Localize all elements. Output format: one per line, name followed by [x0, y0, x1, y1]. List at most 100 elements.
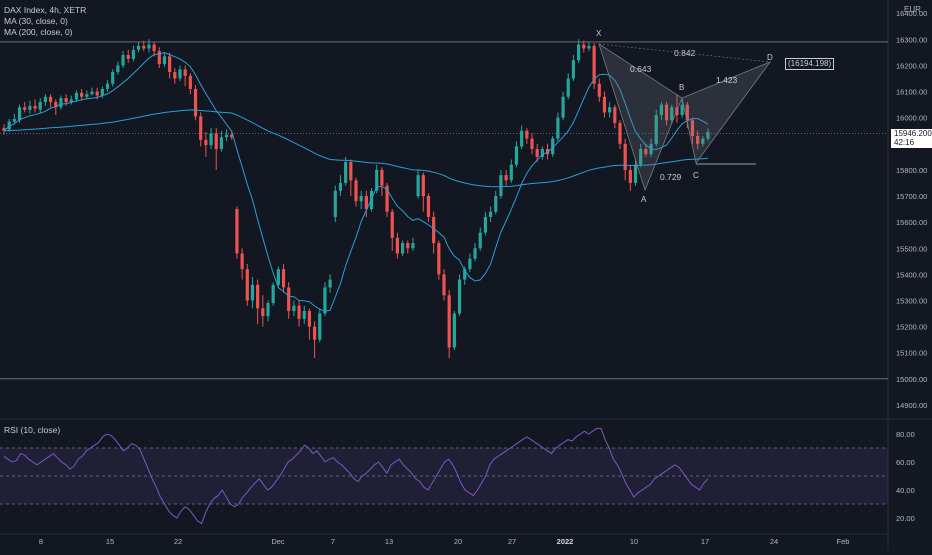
- candle-body: [452, 313, 456, 348]
- candle-body: [302, 310, 306, 319]
- price-tick-label: 15200.00: [896, 323, 927, 332]
- pattern-triangle-bcd: [681, 61, 772, 164]
- candle-body: [690, 120, 695, 136]
- time-tick-label: 20: [454, 537, 462, 546]
- candle-body: [131, 49, 136, 59]
- pattern-triangle-xab: [598, 43, 683, 192]
- rsi-tick-label: 80.00: [896, 430, 915, 439]
- candle-body: [618, 122, 622, 144]
- pattern-label-x: X: [596, 29, 602, 38]
- time-tick-label: 17: [701, 537, 709, 546]
- candle-body: [271, 284, 275, 304]
- candle-body: [540, 149, 544, 157]
- candle-body: [38, 102, 42, 110]
- time-tick-label: 2022: [557, 537, 574, 546]
- candle-body: [359, 196, 363, 202]
- candle-body: [535, 149, 539, 157]
- candle-body: [178, 69, 182, 79]
- candle-body: [582, 44, 586, 49]
- candle-body: [152, 44, 156, 52]
- candle-body: [680, 104, 684, 116]
- candle-body: [183, 69, 187, 76]
- candle-body: [561, 96, 565, 118]
- candle-body: [670, 107, 674, 121]
- candle-body: [354, 180, 358, 202]
- candle-body: [219, 137, 224, 150]
- candle-body: [390, 211, 394, 238]
- countdown: 42:16: [894, 138, 915, 147]
- candle-body: [375, 169, 379, 191]
- candle-body: [69, 99, 73, 103]
- candle-body: [224, 134, 229, 138]
- price-tick-label: 15700.00: [896, 192, 927, 201]
- candle-body: [307, 310, 312, 327]
- time-tick-label: 10: [630, 537, 638, 546]
- ma30-line: [3, 52, 709, 312]
- candle-body: [235, 209, 239, 254]
- candle-body: [664, 104, 669, 121]
- last-price: 15946.200: [894, 129, 932, 138]
- candle-body: [406, 243, 410, 249]
- ma30-legend: MA (30, close, 0): [4, 16, 68, 26]
- ratio-label: 0.842: [674, 48, 696, 58]
- candle-body: [530, 138, 534, 150]
- price-tick-label: 15600.00: [896, 218, 927, 227]
- currency-label: EUR: [904, 5, 921, 14]
- candle-body: [162, 56, 167, 65]
- candle-body: [333, 190, 337, 217]
- price-tick-label: 16000.00: [896, 114, 927, 123]
- pattern-target: (16194.198): [785, 58, 835, 70]
- candle-body: [457, 279, 462, 314]
- candle-body: [447, 295, 451, 348]
- candle-body: [525, 130, 529, 139]
- price-tick-label: 15300.00: [896, 296, 927, 305]
- candle-body: [416, 175, 420, 197]
- candle-body: [566, 78, 570, 97]
- price-tick-label: 16100.00: [896, 88, 927, 97]
- candle-body: [556, 117, 560, 139]
- candle-body: [659, 104, 664, 116]
- candle-body: [608, 107, 612, 113]
- candle-body: [318, 313, 322, 340]
- candle-body: [193, 88, 198, 117]
- candle-body: [344, 162, 348, 183]
- candle-body: [121, 55, 125, 66]
- candle-body: [292, 305, 296, 311]
- candle-body: [349, 162, 353, 181]
- candle-body: [478, 232, 482, 249]
- candle-body: [338, 182, 343, 191]
- price-tick-label: 15100.00: [896, 349, 927, 358]
- candle-body: [494, 196, 498, 212]
- candle-body: [504, 175, 508, 181]
- candle-body: [312, 326, 317, 340]
- candle-body: [95, 91, 99, 96]
- ratio-label: 1.423: [716, 75, 738, 85]
- candle-body: [214, 133, 218, 150]
- candle-body: [168, 56, 172, 72]
- candle-body: [142, 45, 146, 49]
- price-tick-label: 14900.00: [896, 401, 927, 410]
- candle-body: [380, 169, 384, 186]
- candle-body: [432, 216, 436, 244]
- pattern-label-b: B: [679, 83, 684, 92]
- price-tick-label: 15400.00: [896, 270, 927, 279]
- time-tick-label: 15: [106, 537, 114, 546]
- candle-body: [173, 71, 177, 79]
- candle-body: [116, 65, 120, 72]
- rsi-tick-label: 20.00: [896, 514, 915, 523]
- ma200-legend: MA (200, close, 0): [4, 27, 73, 37]
- candle-body: [633, 164, 638, 183]
- candle-body: [468, 258, 472, 270]
- candle-body: [623, 143, 627, 170]
- candle-body: [54, 102, 58, 108]
- candle-body: [43, 96, 48, 103]
- chart-legend: DAX Index, 4h, XETR MA (30, close, 0) MA…: [4, 5, 86, 38]
- candle-body: [287, 287, 291, 311]
- candle-body: [23, 107, 27, 110]
- time-tick-label: 24: [770, 537, 778, 546]
- time-tick-label: 22: [174, 537, 182, 546]
- candle-body: [602, 96, 607, 113]
- ma200-line: [3, 109, 709, 188]
- price-tick-label: 16200.00: [896, 61, 927, 70]
